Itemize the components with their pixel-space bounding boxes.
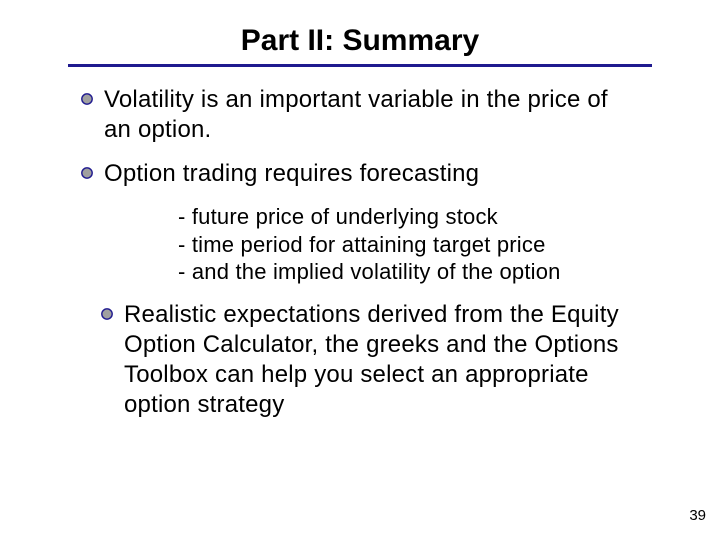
page-number: 39 — [689, 507, 706, 524]
bullet-text: Option trading requires forecasting — [104, 159, 640, 189]
bullet-item: Volatility is an important variable in t… — [80, 85, 640, 145]
slide-title: Part II: Summary — [20, 24, 700, 58]
bullet-list: Volatility is an important variable in t… — [20, 85, 700, 420]
circle-bullet-icon — [80, 92, 94, 106]
sub-item: - future price of underlying stock — [178, 203, 640, 231]
slide: Part II: Summary Volatility is an import… — [0, 0, 720, 540]
sub-list: - future price of underlying stock - tim… — [178, 203, 640, 286]
sub-item: - and the implied volatility of the opti… — [178, 258, 640, 286]
bullet-item: Realistic expectations derived from the … — [100, 300, 640, 420]
bullet-text: Volatility is an important variable in t… — [104, 85, 640, 145]
circle-bullet-icon — [100, 307, 114, 321]
circle-bullet-icon — [80, 166, 94, 180]
bullet-item: Option trading requires forecasting — [80, 159, 640, 189]
title-divider — [68, 64, 652, 67]
bullet-text: Realistic expectations derived from the … — [124, 300, 640, 420]
sub-item: - time period for attaining target price — [178, 231, 640, 259]
